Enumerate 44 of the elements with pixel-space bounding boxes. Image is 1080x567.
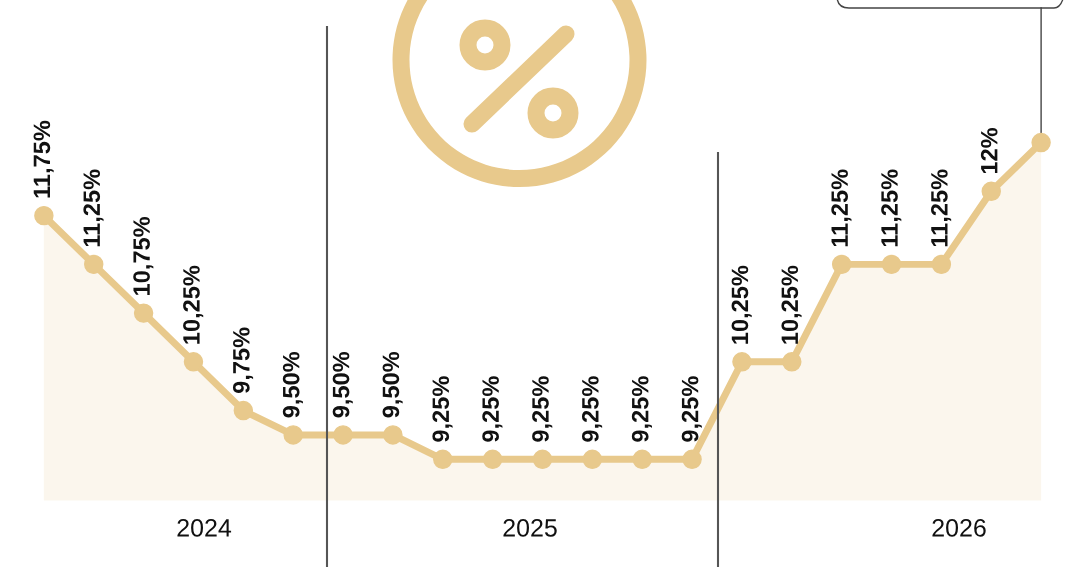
point — [383, 425, 403, 445]
point — [782, 352, 802, 372]
data-label: 9,50% — [382, 351, 403, 418]
annotation: 2024 — [177, 519, 232, 537]
data-label: 9,25% — [532, 376, 553, 442]
annotation: 2025 — [503, 519, 557, 537]
data-label: 9,50% — [282, 351, 303, 418]
point — [1031, 132, 1051, 153]
data-label: 11,25% — [831, 169, 852, 247]
data-label: 9,75% — [232, 327, 254, 394]
point — [84, 254, 104, 275]
point — [582, 449, 603, 470]
point — [931, 254, 952, 275]
point — [482, 449, 503, 470]
point — [233, 400, 254, 421]
data-label: 10,25% — [781, 265, 802, 344]
data-label: 11,25% — [931, 169, 952, 247]
point — [183, 352, 204, 372]
point — [632, 449, 652, 470]
data-label: 11,25% — [83, 169, 104, 247]
data-label: 10,75% — [133, 216, 154, 295]
point — [433, 449, 453, 470]
point — [981, 181, 1001, 201]
point — [283, 425, 303, 445]
point — [732, 352, 752, 372]
point — [532, 449, 553, 470]
point — [133, 303, 154, 323]
point — [34, 205, 54, 226]
data-label: 9,25% — [581, 376, 603, 442]
data-label: 11,25% — [881, 169, 902, 247]
data-label: 9,25% — [631, 376, 652, 442]
data-label: 9,25% — [681, 376, 702, 442]
point — [881, 254, 902, 275]
annotation: 2026 — [932, 519, 986, 537]
data-label: 9,25% — [432, 376, 453, 442]
data-label: 11,75% — [33, 120, 54, 198]
data-label: 12% — [980, 127, 998, 174]
point — [831, 254, 852, 275]
point — [682, 449, 702, 470]
data-label: 10,25% — [183, 265, 204, 344]
point — [333, 425, 353, 445]
data-label: 9,50% — [332, 351, 353, 418]
data-label: 9,25% — [482, 376, 503, 442]
data-label: 10,25% — [731, 265, 752, 344]
